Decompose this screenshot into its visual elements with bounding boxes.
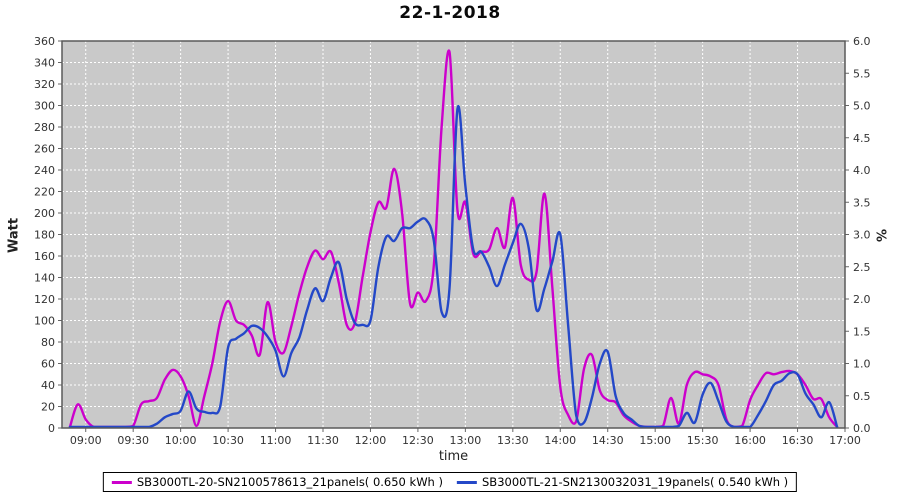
x-tick-label: 15:00	[639, 434, 671, 447]
right-tick-label: 6.0	[853, 35, 871, 48]
right-tick-label: 3.5	[853, 196, 871, 209]
left-tick-label: 80	[41, 336, 55, 349]
right-tick-label: 5.5	[853, 67, 871, 80]
legend-label: SB3000TL-21-SN2130032031_19panels( 0.540…	[482, 475, 789, 489]
x-tick-label: 10:30	[212, 434, 244, 447]
x-tick-label: 16:00	[734, 434, 766, 447]
left-tick-label: 0	[48, 422, 55, 435]
left-tick-label: 160	[34, 250, 55, 263]
x-tick-label: 15:30	[687, 434, 719, 447]
right-tick-label: 4.0	[853, 164, 871, 177]
plot-border	[61, 40, 846, 429]
left-tick-label: 280	[34, 121, 55, 134]
right-tick-label: 2.5	[853, 261, 871, 274]
legend-item-inverter-21: SB3000TL-21-SN2130032031_19panels( 0.540…	[457, 475, 788, 489]
left-tick-label: 240	[34, 164, 55, 177]
right-tick-label: 0.0	[853, 422, 871, 435]
x-tick-label: 11:00	[260, 434, 292, 447]
left-tick-label: 100	[34, 315, 55, 328]
x-tick-label: 09:00	[70, 434, 102, 447]
right-tick-label: 2.0	[853, 293, 871, 306]
left-tick-label: 220	[34, 186, 55, 199]
x-tick-label: 16:30	[782, 434, 814, 447]
left-tick-label: 120	[34, 293, 55, 306]
right-tick-label: 3.0	[853, 229, 871, 242]
series-line-marker-pink	[111, 480, 132, 484]
left-tick-label: 20	[41, 401, 55, 414]
right-tick-label: 0.5	[853, 390, 871, 403]
legend-box: SB3000TL-20-SN2100578613_21panels( 0.650…	[102, 472, 798, 492]
x-tick-label: 10:00	[165, 434, 197, 447]
x-tick-label: 11:30	[307, 434, 339, 447]
x-axis-label: time	[438, 449, 469, 464]
right-tick-label: 1.5	[853, 325, 871, 338]
left-tick-label: 140	[34, 272, 55, 285]
left-tick-label: 340	[34, 57, 55, 70]
chart-title: 22-1-2018	[399, 3, 501, 23]
left-tick-label: 360	[34, 35, 55, 48]
x-tick-label: 14:30	[592, 434, 624, 447]
x-tick-label: 12:30	[402, 434, 434, 447]
x-tick-label: 13:00	[450, 434, 482, 447]
left-tick-label: 260	[34, 143, 55, 156]
left-tick-label: 200	[34, 207, 55, 220]
left-tick-label: 180	[34, 229, 55, 242]
left-tick-label: 60	[41, 358, 55, 371]
legend-item-inverter-20: SB3000TL-20-SN2100578613_21panels( 0.650…	[111, 475, 443, 489]
right-tick-label: 1.0	[853, 358, 871, 371]
series-line-pink	[68, 49, 839, 429]
right-tick-label: 5.0	[853, 100, 871, 113]
series-line-marker-blue	[457, 480, 477, 484]
legend-label: SB3000TL-20-SN2100578613_21panels( 0.650…	[136, 475, 443, 489]
x-tick-label: 13:30	[497, 434, 529, 447]
right-tick-label: 4.5	[853, 132, 871, 145]
series-line-blue	[68, 104, 839, 429]
x-tick-label: 12:00	[355, 434, 387, 447]
left-tick-label: 320	[34, 78, 55, 91]
x-tick-label: 09:30	[117, 434, 149, 447]
x-tick-label: 17:00	[829, 434, 861, 447]
left-tick-label: 300	[34, 100, 55, 113]
left-tick-label: 40	[41, 379, 55, 392]
x-tick-label: 14:00	[544, 434, 576, 447]
